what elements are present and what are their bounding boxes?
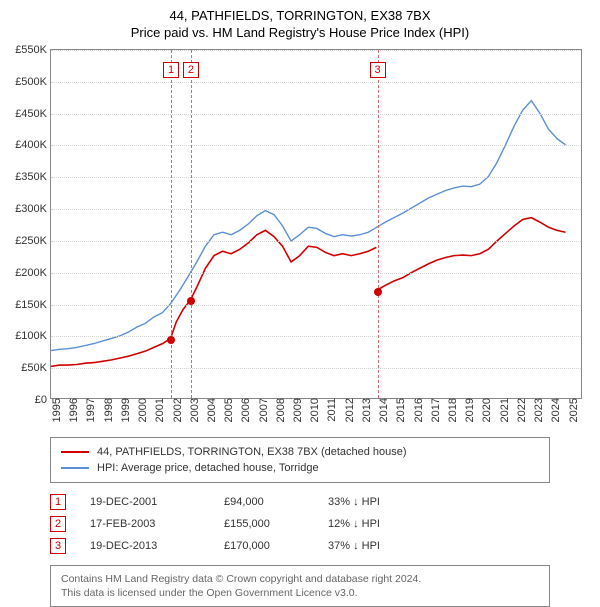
legend-label: 44, PATHFIELDS, TORRINGTON, EX38 7BX (de… [97, 446, 407, 458]
y-axis-label: £300K [15, 203, 51, 215]
x-axis-label: 2007 [254, 398, 270, 422]
event-date: 19-DEC-2013 [90, 540, 200, 552]
x-axis-label: 2005 [219, 398, 235, 422]
x-axis-label: 1998 [99, 398, 115, 422]
sale-marker-badge: 2 [183, 62, 199, 78]
x-axis-label: 2001 [150, 398, 166, 422]
footer-attribution: Contains HM Land Registry data © Crown c… [50, 565, 550, 607]
legend: 44, PATHFIELDS, TORRINGTON, EX38 7BX (de… [50, 437, 550, 483]
y-axis-label: £100K [15, 330, 51, 342]
sale-marker-dot [374, 288, 382, 296]
event-row: 1 19-DEC-2001 £94,000 33% ↓ HPI [50, 491, 550, 513]
title-line-1: 44, PATHFIELDS, TORRINGTON, EX38 7BX [10, 8, 590, 23]
legend-swatch [61, 451, 89, 453]
footer-line-1: Contains HM Land Registry data © Crown c… [61, 572, 539, 586]
y-axis-label: £400K [15, 139, 51, 151]
x-axis-label: 2016 [409, 398, 425, 422]
gridline [51, 177, 581, 178]
event-hpi-diff: 33% ↓ HPI [328, 496, 428, 508]
x-axis-label: 2013 [357, 398, 373, 422]
gridline [51, 336, 581, 337]
sale-marker-line [171, 50, 172, 398]
x-axis-label: 2022 [512, 398, 528, 422]
sale-marker-line [378, 50, 379, 398]
x-axis-label: 2012 [340, 398, 356, 422]
y-axis-label: £200K [15, 267, 51, 279]
series-hpi [51, 101, 566, 351]
event-hpi-diff: 12% ↓ HPI [328, 518, 428, 530]
price-chart: £0£50K£100K£150K£200K£250K£300K£350K£400… [50, 49, 582, 399]
x-axis-label: 2006 [236, 398, 252, 422]
x-axis-label: 2008 [271, 398, 287, 422]
event-price: £155,000 [224, 518, 304, 530]
x-axis-label: 2011 [322, 398, 338, 422]
gridline [51, 273, 581, 274]
event-hpi-diff: 37% ↓ HPI [328, 540, 428, 552]
sale-marker-dot [187, 297, 195, 305]
gridline [51, 82, 581, 83]
x-axis-label: 1999 [116, 398, 132, 422]
x-axis-label: 2000 [133, 398, 149, 422]
x-axis-label: 1996 [64, 398, 80, 422]
x-axis-label: 2018 [443, 398, 459, 422]
gridline [51, 368, 581, 369]
event-number: 2 [50, 516, 66, 532]
y-axis-label: £550K [15, 44, 51, 56]
y-axis-label: £50K [21, 362, 51, 374]
sale-marker-line [191, 50, 192, 398]
y-axis-label: £150K [15, 299, 51, 311]
title-line-2: Price paid vs. HM Land Registry's House … [10, 25, 590, 40]
x-axis-label: 2010 [305, 398, 321, 422]
x-axis-label: 1995 [47, 398, 63, 422]
y-axis-label: £450K [15, 108, 51, 120]
sale-marker-badge: 1 [163, 62, 179, 78]
event-date: 19-DEC-2001 [90, 496, 200, 508]
x-axis-label: 2015 [391, 398, 407, 422]
event-row: 3 19-DEC-2013 £170,000 37% ↓ HPI [50, 535, 550, 557]
footer-line-2: This data is licensed under the Open Gov… [61, 586, 539, 600]
x-axis-label: 2004 [202, 398, 218, 422]
chart-lines [51, 50, 581, 398]
event-price: £170,000 [224, 540, 304, 552]
x-axis-label: 2021 [495, 398, 511, 422]
x-axis-label: 2023 [529, 398, 545, 422]
gridline [51, 114, 581, 115]
x-axis-label: 2002 [168, 398, 184, 422]
legend-item: HPI: Average price, detached house, Torr… [61, 460, 539, 476]
sale-events: 1 19-DEC-2001 £94,000 33% ↓ HPI 2 17-FEB-2003… [50, 491, 550, 557]
gridline [51, 209, 581, 210]
event-price: £94,000 [224, 496, 304, 508]
x-axis-label: 2014 [374, 398, 390, 422]
sale-marker-badge: 3 [370, 62, 386, 78]
x-axis-label: 2025 [564, 398, 580, 422]
event-number: 3 [50, 538, 66, 554]
gridline [51, 305, 581, 306]
y-axis-label: £500K [15, 76, 51, 88]
x-axis-label: 2009 [288, 398, 304, 422]
x-axis-label: 2024 [546, 398, 562, 422]
gridline [51, 50, 581, 51]
x-axis-label: 2019 [460, 398, 476, 422]
title-block: 44, PATHFIELDS, TORRINGTON, EX38 7BX Pri… [0, 0, 600, 44]
x-axis-label: 1997 [81, 398, 97, 422]
legend-swatch [61, 467, 89, 469]
gridline [51, 241, 581, 242]
x-axis-label: 2003 [185, 398, 201, 422]
sale-marker-dot [167, 336, 175, 344]
legend-label: HPI: Average price, detached house, Torr… [97, 462, 319, 474]
x-axis-label: 2017 [426, 398, 442, 422]
y-axis-label: £250K [15, 235, 51, 247]
event-number: 1 [50, 494, 66, 510]
legend-item: 44, PATHFIELDS, TORRINGTON, EX38 7BX (de… [61, 444, 539, 460]
y-axis-label: £350K [15, 171, 51, 183]
x-axis-label: 2020 [477, 398, 493, 422]
gridline [51, 145, 581, 146]
event-row: 2 17-FEB-2003 £155,000 12% ↓ HPI [50, 513, 550, 535]
event-date: 17-FEB-2003 [90, 518, 200, 530]
